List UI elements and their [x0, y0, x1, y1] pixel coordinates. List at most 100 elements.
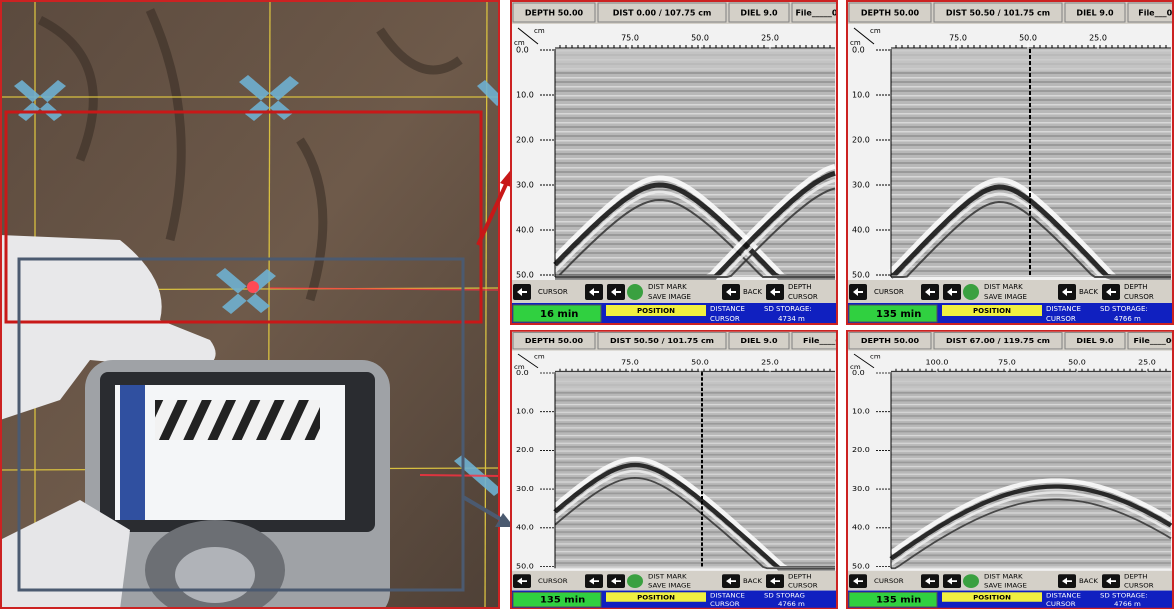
- composite: DEPTH 50.00 DIST 0.00 / 107.75 cm DIEL 9.0…: [0, 0, 1174, 609]
- distance-text: DISTANCE: [710, 592, 745, 599]
- top-tick-label: 25.0: [761, 34, 779, 43]
- btn-label: DEPTH: [788, 283, 812, 291]
- header-text: File___00: [1138, 9, 1174, 18]
- position-text: POSITION: [973, 594, 1011, 601]
- position-text: POSITION: [637, 307, 675, 315]
- btn-label: BACK: [743, 577, 763, 584]
- top-tick-label: 25.0: [1089, 34, 1107, 43]
- btn-label: DIST MARK: [648, 283, 687, 291]
- storage-text: 4734 m: [778, 315, 805, 323]
- depth-tick-label: 30.0: [852, 484, 870, 492]
- radargram: [555, 49, 835, 277]
- header-text: DIST 67.00 / 119.75 cm: [946, 337, 1050, 345]
- top-tick-label: 50.0: [691, 358, 709, 366]
- storage-text: 4766 m: [778, 601, 805, 608]
- storage-text: SD STORAGE:: [764, 305, 812, 313]
- time-text: 16 min: [540, 309, 578, 320]
- depth-tick-label: 20.0: [516, 136, 534, 145]
- btn-label: DIST MARK: [984, 283, 1023, 291]
- distance-text: CURSOR: [710, 315, 740, 323]
- btn-label: CURSOR: [538, 288, 568, 296]
- btn-label: DIST MARK: [648, 573, 687, 580]
- btn-label: CURSOR: [788, 582, 818, 589]
- btn-label: CURSOR: [788, 293, 818, 301]
- depth-tick-label: 10.0: [516, 407, 534, 415]
- unit-top: cm: [534, 353, 545, 360]
- depth-tick-label: 50.0: [852, 271, 870, 280]
- top-tick-label: 75.0: [949, 34, 967, 43]
- radargram: [555, 372, 835, 568]
- btn-label: DEPTH: [788, 573, 812, 580]
- depth-tick-label: 30.0: [516, 484, 534, 492]
- btn-label: CURSOR: [1124, 293, 1154, 301]
- distance-text: CURSOR: [710, 601, 740, 608]
- depth-tick-label: 10.0: [852, 91, 870, 100]
- btn-label: DEPTH: [1124, 283, 1148, 291]
- near-surface: [555, 49, 835, 71]
- near-surface: [891, 372, 1171, 391]
- depth-tick-label: 20.0: [852, 446, 870, 454]
- btn-label: CURSOR: [1124, 582, 1154, 589]
- unit-top: cm: [534, 27, 545, 35]
- distance-text: DISTANCE: [1046, 305, 1081, 313]
- header-text: DEPTH 50.00: [861, 337, 919, 345]
- depth-tick-label: 50.0: [516, 271, 534, 280]
- btn-label: BACK: [1079, 577, 1099, 584]
- btn-label: SAVE IMAGE: [984, 293, 1027, 301]
- distance-text: CURSOR: [1046, 601, 1076, 608]
- position-text: POSITION: [637, 594, 675, 601]
- page: {"panels": [ {"header": ["DEPTH 50.00", …: [0, 0, 1174, 609]
- time-text: 135 min: [876, 595, 921, 605]
- unit-top: cm: [870, 27, 881, 35]
- depth-tick-label: 0.0: [516, 368, 529, 376]
- gpr-panel: DEPTH 50.00 DIST 50.50 / 101.75 cm DIEL 9.…: [510, 330, 852, 609]
- btn-info: [963, 284, 979, 300]
- depth-tick-label: 10.0: [516, 91, 534, 100]
- btn-label: BACK: [1079, 288, 1098, 296]
- btn-label: CURSOR: [874, 577, 904, 584]
- btn-label: CURSOR: [874, 288, 904, 296]
- depth-tick-label: 50.0: [852, 562, 870, 570]
- header-text: DEPTH 50.00: [525, 337, 583, 345]
- header-text: File____009: [1133, 337, 1174, 345]
- header-text: DIEL 9.0: [1076, 9, 1114, 18]
- depth-tick-label: 40.0: [852, 523, 870, 531]
- header-text: DIST 50.50 / 101.75 cm: [946, 9, 1050, 18]
- top-tick-label: 25.0: [1138, 358, 1156, 366]
- header-text: DIST 50.50 / 101.75 cm: [610, 337, 714, 345]
- btn-label: DIST MARK: [984, 573, 1023, 580]
- btn-label: SAVE IMAGE: [984, 582, 1027, 589]
- btn-info: [963, 574, 979, 588]
- distance-text: DISTANCE: [710, 305, 745, 313]
- header-text: DIST 0.00 / 107.75 cm: [613, 9, 712, 18]
- time-text: 135 min: [876, 309, 921, 320]
- depth-tick-label: 30.0: [516, 181, 534, 190]
- btn-info: [627, 284, 643, 300]
- btn-info: [627, 574, 643, 588]
- depth-tick-label: 20.0: [516, 446, 534, 454]
- btn-label: CURSOR: [538, 577, 568, 584]
- distance-text: CURSOR: [1046, 315, 1076, 323]
- distance-text: DISTANCE: [1046, 592, 1081, 599]
- radargram: [891, 372, 1171, 568]
- header-text: File____0: [803, 337, 841, 345]
- photo: [0, 0, 505, 609]
- depth-tick-label: 0.0: [852, 368, 865, 376]
- header-text: DEPTH 50.00: [861, 9, 920, 18]
- top-tick-label: 100.0: [926, 358, 949, 366]
- near-surface: [555, 372, 835, 391]
- btn-label: BACK: [743, 288, 762, 296]
- btn-label: SAVE IMAGE: [648, 293, 691, 301]
- btn-label: DEPTH: [1124, 573, 1148, 580]
- storage-text: SD STORAGE:: [1100, 305, 1148, 313]
- header-text: DIEL 9.0: [740, 337, 777, 345]
- unit-top: cm: [870, 353, 881, 360]
- depth-tick-label: 40.0: [852, 226, 870, 235]
- depth-tick-label: 0.0: [852, 46, 865, 55]
- time-text: 135 min: [540, 595, 585, 605]
- depth-tick-label: 30.0: [852, 181, 870, 190]
- header-text: DIEL 9.0: [740, 9, 778, 18]
- depth-tick-label: 40.0: [516, 226, 534, 235]
